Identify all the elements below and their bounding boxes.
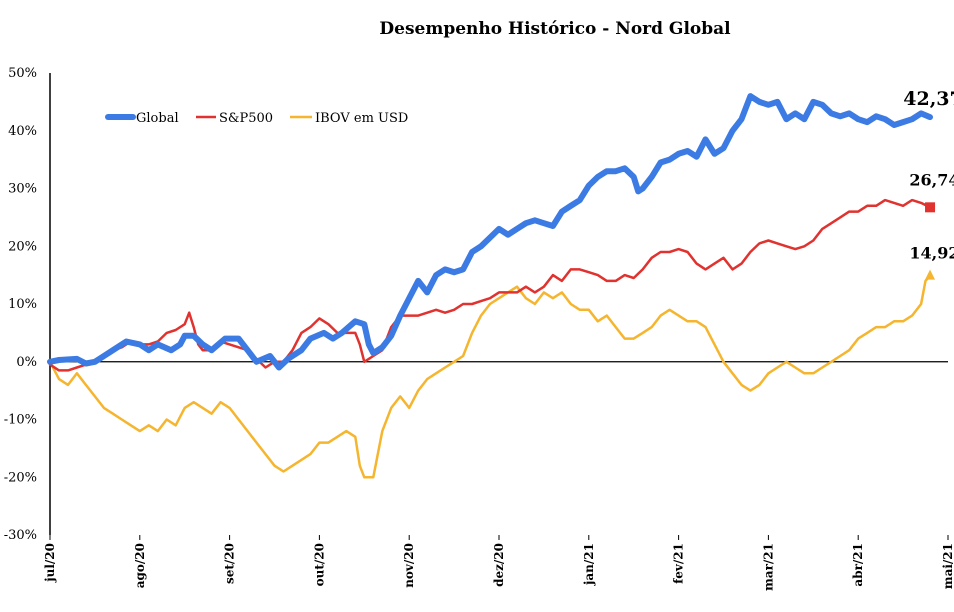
x-tick-label: jan/21 — [582, 543, 596, 586]
y-tick-label: -30% — [4, 528, 37, 543]
y-tick-label: 40% — [8, 124, 37, 139]
y-axis: 50% 40% 30% 20% 10% 0% -10% -20% -30% — [4, 66, 37, 543]
y-tick-label: -10% — [4, 413, 37, 428]
x-tick-label: abr/21 — [851, 543, 865, 587]
x-tick-label: jul/20 — [43, 543, 57, 583]
legend: Global S&P500 IBOV em USD — [105, 111, 408, 126]
x-tick-label: nov/20 — [402, 543, 416, 588]
end-value-label: 42,37% — [903, 88, 954, 110]
ibov-end-marker — [925, 269, 936, 280]
legend-label-ibov: IBOV em USD — [315, 111, 408, 126]
x-tick-label: ago/20 — [133, 543, 147, 588]
x-tick-label: mar/21 — [761, 543, 775, 591]
end-labels: 42,37% 26,74% 14,92% — [903, 88, 954, 280]
y-tick-label: 50% — [8, 66, 37, 81]
y-tick-label: 30% — [8, 182, 37, 197]
end-value-label: 14,92% — [909, 244, 954, 263]
x-tick-label: dez/20 — [492, 543, 506, 587]
legend-label-sp500: S&P500 — [219, 111, 273, 126]
sp500-end-marker — [925, 202, 936, 213]
x-tick-label: set/20 — [223, 543, 237, 584]
x-tick-label: fev/21 — [672, 543, 686, 584]
x-tick-label: mai/21 — [941, 543, 954, 589]
x-tick-label: out/20 — [312, 543, 326, 586]
series-line-global — [47, 93, 933, 371]
y-tick-label: 10% — [8, 297, 37, 312]
y-tick-label: 20% — [8, 239, 37, 254]
x-axis: jul/20 ago/20 set/20 out/20 nov/20 dez/20 jan/… — [43, 535, 954, 591]
chart-title: Desempenho Histórico - Nord Global — [379, 19, 731, 39]
end-value-label: 26,74% — [909, 170, 954, 189]
series-line-s-p500 — [48, 198, 932, 372]
y-tick-label: -20% — [4, 470, 37, 485]
y-tick-label: 0% — [16, 355, 37, 370]
series-layer — [47, 93, 933, 479]
series-line-ibov-em-usd — [48, 274, 932, 479]
legend-label-global: Global — [136, 111, 179, 126]
